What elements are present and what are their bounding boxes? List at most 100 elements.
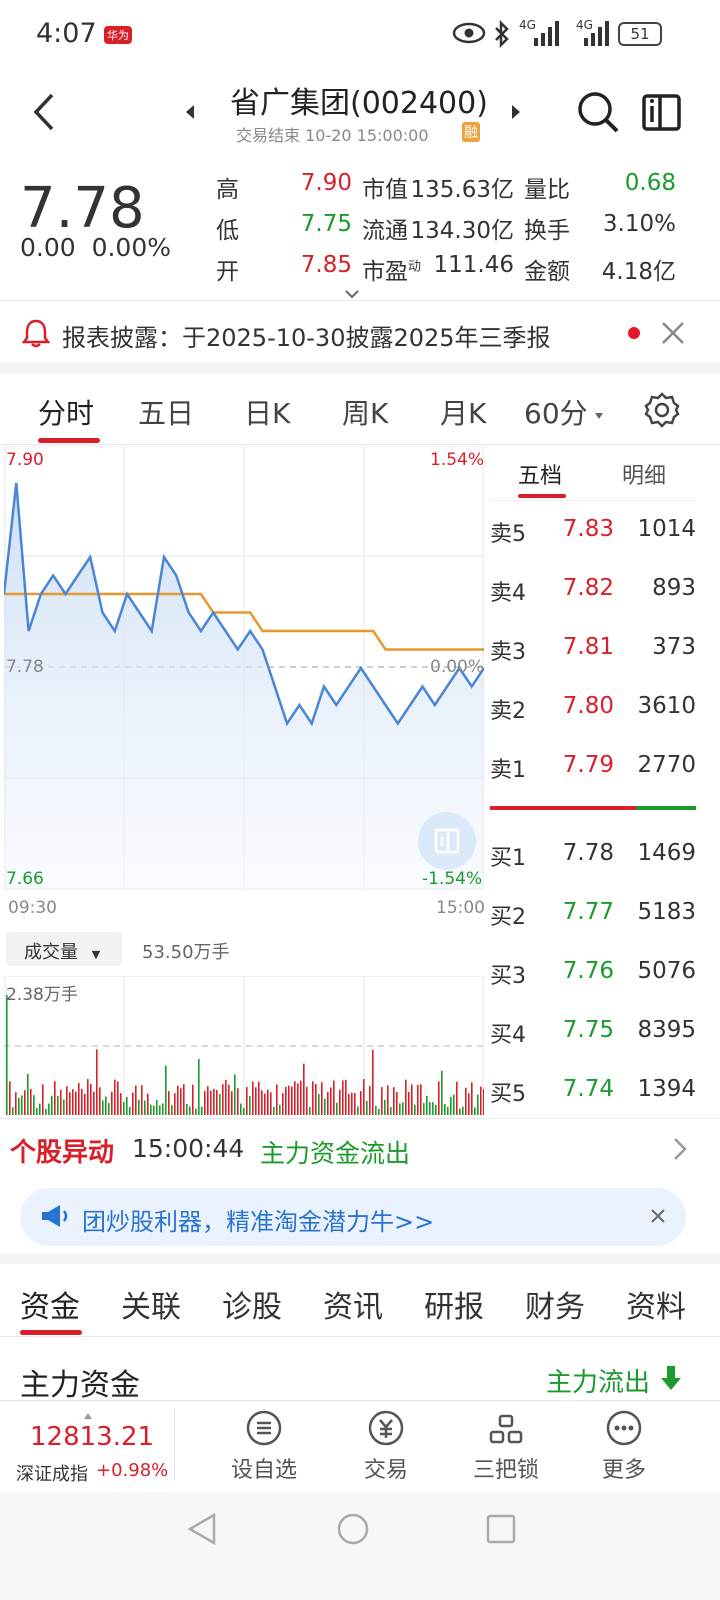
alert-message[interactable]: 主力资金流出 [260, 1139, 411, 1168]
volume-bar [309, 1107, 311, 1115]
volume-bar [48, 1103, 50, 1115]
chevron-right-icon[interactable] [672, 1136, 688, 1166]
subtab-1[interactable]: 关联 [121, 1290, 181, 1325]
volume-bar [27, 1074, 29, 1115]
volume-bar [93, 1091, 95, 1115]
section-gap [0, 362, 720, 374]
volume-bar [357, 1106, 359, 1115]
volume-bar [57, 1096, 59, 1115]
close-notice-icon[interactable] [660, 320, 686, 350]
close-promo-icon[interactable] [650, 1208, 666, 1228]
settings-icon[interactable] [644, 392, 680, 432]
tab-weekly-k[interactable]: 周K [342, 397, 389, 430]
volume-bar [459, 1108, 461, 1115]
section-gap [0, 1254, 720, 1264]
megaphone-icon [40, 1202, 72, 1234]
open-label: 开 [216, 259, 239, 285]
y-axis-bottom-label: 7.66 [6, 869, 44, 889]
market-cap-value: 135.63亿 [410, 177, 514, 203]
search-icon[interactable] [576, 90, 620, 138]
subtab-0[interactable]: 资金 [20, 1290, 80, 1325]
sell-level-volume: 893 [652, 575, 696, 601]
volume-bar [87, 1079, 89, 1115]
carrier-badge: 华为 [104, 26, 132, 44]
eye-icon [452, 22, 486, 48]
three-locks-icon[interactable] [488, 1410, 524, 1450]
trade-icon[interactable] [368, 1410, 404, 1450]
arrow-down-icon [660, 1364, 682, 1396]
dropdown-arrow-icon[interactable] [594, 405, 604, 424]
volume-bar [423, 1103, 425, 1115]
tab-60min[interactable]: 60分 [524, 397, 588, 430]
float-cap-value: 134.30亿 [410, 218, 514, 244]
index-name[interactable]: 深证成指 [16, 1464, 88, 1485]
volume-bar [63, 1099, 65, 1115]
notice-text[interactable]: 报表披露：于2025-10-30披露2025年三季报 [62, 324, 551, 352]
volume-bar [399, 1103, 401, 1115]
volume-bar [447, 1106, 449, 1115]
price-change: 0.00 0.00% [20, 233, 171, 262]
pe-label-text: 市盈 [362, 259, 408, 285]
system-home-icon[interactable] [336, 1512, 370, 1550]
tab-monthly-k[interactable]: 月K [440, 397, 487, 430]
y-axis-top-label: 7.90 [6, 450, 44, 470]
network-label-2: 4G [576, 18, 593, 32]
watchlist-icon[interactable] [246, 1410, 282, 1450]
next-stock-icon[interactable] [510, 104, 522, 124]
tab-trade-detail[interactable]: 明细 [622, 464, 667, 489]
tab-daily-k[interactable]: 日K [244, 397, 291, 430]
volume-bar [225, 1079, 227, 1115]
more-icon[interactable] [606, 1410, 642, 1450]
nav-trade[interactable]: 交易 [363, 1458, 408, 1483]
tab-five-day[interactable]: 五日 [138, 397, 195, 430]
volume-bar [393, 1087, 395, 1115]
volume-bar [360, 1091, 362, 1115]
price-line [2, 482, 486, 727]
system-back-icon[interactable] [186, 1512, 218, 1550]
volume-bar [333, 1080, 335, 1115]
volume-bar [480, 1086, 482, 1115]
subtab-2[interactable]: 诊股 [222, 1290, 282, 1325]
stock-title: 省广集团(002400) [230, 86, 488, 121]
promo-banner[interactable] [20, 1188, 686, 1246]
index-value[interactable]: 12813.21 [30, 1422, 155, 1452]
tab-intraday[interactable]: 分时 [38, 397, 95, 430]
fullscreen-button[interactable] [418, 812, 476, 870]
index-change[interactable]: +0.98% [96, 1460, 169, 1481]
volume-bar [441, 1070, 443, 1115]
signal-icon-2 [584, 20, 612, 50]
volume-bar [234, 1074, 236, 1115]
volume-max-label: 2.38万手 [6, 985, 78, 1005]
intraday-chart[interactable] [2, 445, 486, 894]
volume-bar [78, 1083, 80, 1115]
volume-bar [126, 1096, 128, 1115]
share-icon[interactable] [642, 92, 682, 136]
volume-bar [432, 1102, 434, 1115]
volume-selector[interactable]: 成交量 ▼ [6, 932, 122, 966]
alert-title: 个股异动 [10, 1138, 115, 1168]
promo-text[interactable]: 团炒股利器，精准淘金潜力牛>> [82, 1208, 435, 1236]
expand-icon[interactable] [344, 284, 360, 303]
volume-bar [324, 1098, 326, 1115]
volume-bar [132, 1092, 134, 1115]
nav-add-watchlist[interactable]: 设自选 [230, 1458, 297, 1483]
tab-order-book[interactable]: 五档 [518, 464, 563, 489]
volume-bar [42, 1084, 44, 1115]
volume-bar [273, 1106, 275, 1115]
volume-bar [453, 1094, 455, 1115]
volume-bar [261, 1090, 263, 1115]
volume-bar [171, 1105, 173, 1115]
subtab-6[interactable]: 资料 [626, 1290, 686, 1325]
subtab-4[interactable]: 研报 [424, 1290, 484, 1325]
subtab-3[interactable]: 资讯 [323, 1290, 383, 1325]
subtab-5[interactable]: 财务 [525, 1290, 585, 1325]
nav-three-locks[interactable]: 三把锁 [472, 1458, 539, 1483]
volume-bar [201, 1106, 203, 1115]
back-icon[interactable] [30, 92, 58, 136]
nav-more[interactable]: 更多 [601, 1458, 646, 1483]
volume-bar [33, 1095, 35, 1115]
volume-bar [462, 1106, 464, 1115]
system-recents-icon[interactable] [486, 1514, 516, 1548]
prev-stock-icon[interactable] [184, 104, 196, 124]
sell-level-price: 7.80 [562, 693, 614, 719]
